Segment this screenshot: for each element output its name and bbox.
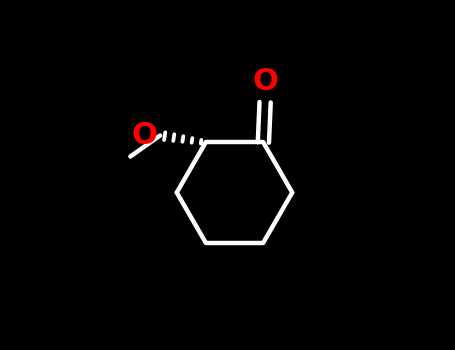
Text: O: O [252, 67, 278, 96]
Text: O: O [131, 121, 157, 150]
